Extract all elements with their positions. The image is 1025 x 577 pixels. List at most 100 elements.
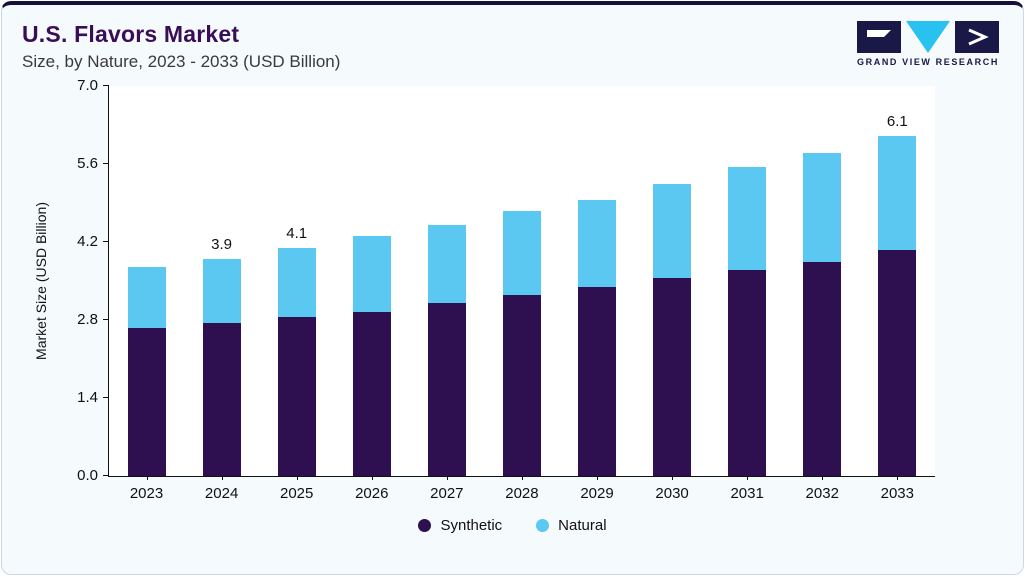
- bar-2033: [878, 136, 917, 476]
- logo: GRAND VIEW RESEARCH: [857, 21, 999, 67]
- x-tick-mark: [446, 476, 448, 480]
- bar-group-2030: 2030: [637, 86, 707, 502]
- bar-group-2028: 2028: [487, 86, 557, 502]
- bar-2026-synthetic: [352, 311, 391, 476]
- synthetic-swatch-icon: [418, 519, 432, 532]
- bar-2023-natural: [127, 267, 166, 329]
- chart: Market Size (USD Billion) 0.0 1.4 2.8 4.2 5.…: [2, 72, 1023, 502]
- x-tick-mark: [146, 476, 148, 480]
- y-axis-title: Market Size (USD Billion): [33, 202, 49, 360]
- bar-2030-natural: [653, 183, 692, 279]
- bar-2032-natural: [803, 152, 842, 262]
- y-axis: 0.0 1.4 2.8 4.2 5.6 7.0: [54, 77, 108, 484]
- y-tick-mark: [103, 163, 109, 164]
- logo-mark: [857, 21, 999, 53]
- bar-2028-natural: [502, 211, 541, 295]
- legend: Synthetic Natural: [2, 517, 1023, 534]
- x-tick-mark: [371, 476, 373, 480]
- x-tick-label-2032: 2032: [805, 485, 839, 502]
- bar-2029-natural: [578, 200, 616, 287]
- bar-group-2033: 6.1 2033: [862, 86, 932, 502]
- x-tick-mark: [597, 476, 598, 480]
- x-tick-label-2028: 2028: [505, 485, 539, 502]
- y-tick-label: 2.8: [77, 311, 98, 328]
- y-tick-mark: [103, 475, 109, 476]
- x-tick-label-2026: 2026: [355, 485, 389, 502]
- logo-text: GRAND VIEW RESEARCH: [857, 57, 999, 67]
- x-tick-label-2024: 2024: [204, 485, 239, 502]
- bar-2029-synthetic: [578, 286, 616, 476]
- bar-2033-natural: [878, 136, 917, 251]
- x-tick-mark: [672, 476, 674, 480]
- title-block: U.S. Flavors Market Size, by Nature, 202…: [22, 21, 340, 72]
- y-tick-label: 1.4: [77, 389, 98, 406]
- bar-group-2024: 3.9 2024: [187, 86, 257, 502]
- header: U.S. Flavors Market Size, by Nature, 202…: [2, 5, 1023, 72]
- bar-group-2029: 2029: [562, 86, 632, 502]
- bar-2028-synthetic: [502, 294, 541, 476]
- x-tick-mark: [296, 476, 298, 480]
- bar-2024-synthetic: [202, 322, 241, 476]
- y-axis-title-column: Market Size (USD Billion): [28, 86, 54, 476]
- bar-group-2023: 2023: [112, 86, 182, 502]
- bar-group-2027: 2027: [412, 86, 482, 502]
- y-tick-mark: [103, 319, 109, 320]
- plot-area: 2023 3.9 2024 4.1 2025 2026 2027 2028 2029 2030 20…: [103, 85, 935, 502]
- x-tick-mark: [747, 476, 749, 480]
- y-tick-label: 5.6: [77, 155, 98, 172]
- y-tick-mark: [103, 397, 109, 398]
- x-tick-label-2030: 2030: [655, 485, 689, 502]
- bar-value-label-2025: 4.1: [286, 224, 308, 242]
- x-tick-label-2023: 2023: [129, 485, 164, 502]
- bar-group-2026: 2026: [337, 86, 407, 502]
- bar-2030-synthetic: [653, 278, 692, 476]
- bar-2023: [127, 267, 166, 476]
- y-tick-label: 4.2: [77, 233, 98, 250]
- x-tick-mark: [521, 476, 523, 480]
- x-tick-mark: [221, 476, 223, 480]
- bar-2025: [277, 247, 316, 476]
- bar-group-2025: 4.1 2025: [262, 86, 332, 502]
- bar-2030: [653, 183, 692, 476]
- bar-2031: [728, 166, 767, 476]
- legend-item-natural: Natural: [536, 517, 607, 534]
- x-tick-mark: [822, 476, 824, 480]
- x-tick-label-2033: 2033: [880, 485, 914, 502]
- bar-2028: [502, 211, 541, 476]
- bar-2032-synthetic: [803, 261, 842, 476]
- bar-2026: [352, 236, 391, 476]
- x-tick-label-2027: 2027: [430, 485, 464, 502]
- y-tick-label: 7.0: [77, 77, 98, 94]
- page-subtitle: Size, by Nature, 2023 - 2033 (USD Billio…: [22, 52, 341, 71]
- bar-2033-synthetic: [878, 250, 917, 476]
- legend-label-synthetic: Synthetic: [440, 517, 503, 534]
- bar-2031-synthetic: [728, 269, 767, 476]
- legend-item-synthetic: Synthetic: [418, 517, 502, 534]
- bar-2024-natural: [202, 258, 241, 323]
- legend-label-natural: Natural: [558, 517, 607, 534]
- bar-2027-synthetic: [427, 303, 466, 476]
- natural-swatch-icon: [536, 519, 550, 532]
- x-tick-label-2031: 2031: [730, 485, 764, 502]
- bar-2032: [803, 152, 842, 476]
- x-tick-label-2025: 2025: [280, 485, 314, 502]
- bar-2025-natural: [277, 247, 316, 318]
- bar-group-2032: 2032: [787, 86, 857, 502]
- bar-value-label-2024: 3.9: [211, 235, 233, 253]
- bar-2031-natural: [728, 166, 767, 270]
- bar-2027: [427, 225, 466, 476]
- y-tick-mark: [103, 85, 109, 86]
- y-tick-mark: [103, 241, 109, 242]
- page-title: U.S. Flavors Market: [22, 21, 240, 47]
- x-tick-mark: [897, 476, 899, 480]
- bar-2026-natural: [352, 236, 391, 312]
- bar-group-2031: 2031: [712, 86, 782, 502]
- bar-2029: [578, 200, 616, 476]
- bar-2024: [202, 258, 241, 476]
- x-tick-label-2029: 2029: [580, 485, 614, 502]
- bar-2023-synthetic: [127, 328, 166, 476]
- y-tick-label: 0.0: [77, 467, 98, 484]
- bar-2027-natural: [427, 225, 466, 304]
- bar-value-label-2033: 6.1: [886, 113, 908, 131]
